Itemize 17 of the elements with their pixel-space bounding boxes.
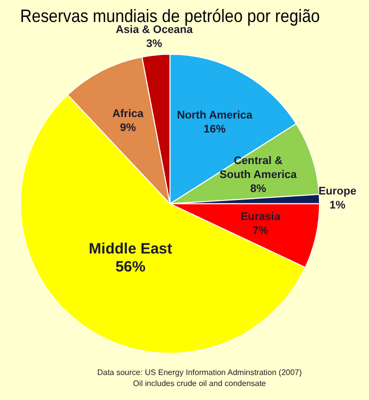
slice-label: Africa bbox=[112, 108, 144, 120]
text: Oil includes crude oil and condensate bbox=[133, 379, 267, 388]
chart-title: Reservas mundiais de petróleo por região bbox=[20, 6, 320, 26]
data-label: 8% bbox=[250, 183, 266, 196]
data-label: 9% bbox=[120, 122, 136, 134]
data-label: 56% bbox=[115, 258, 146, 276]
data-label: 7% bbox=[252, 225, 269, 238]
slice-label: Asia & Oceana bbox=[116, 24, 194, 36]
source-note: Data source: US Energy Information Adminstration (2007) bbox=[97, 368, 302, 378]
slice-label: Middle East bbox=[88, 240, 172, 258]
data-label: 16% bbox=[204, 124, 226, 136]
slice-label: North America bbox=[176, 110, 254, 122]
data-label: 3% bbox=[146, 38, 162, 50]
data-label: 1% bbox=[329, 200, 346, 212]
slice-label: Eurasia bbox=[240, 211, 282, 224]
slice-label: Europe bbox=[318, 186, 356, 198]
slice-label: Central & South America bbox=[220, 155, 298, 182]
